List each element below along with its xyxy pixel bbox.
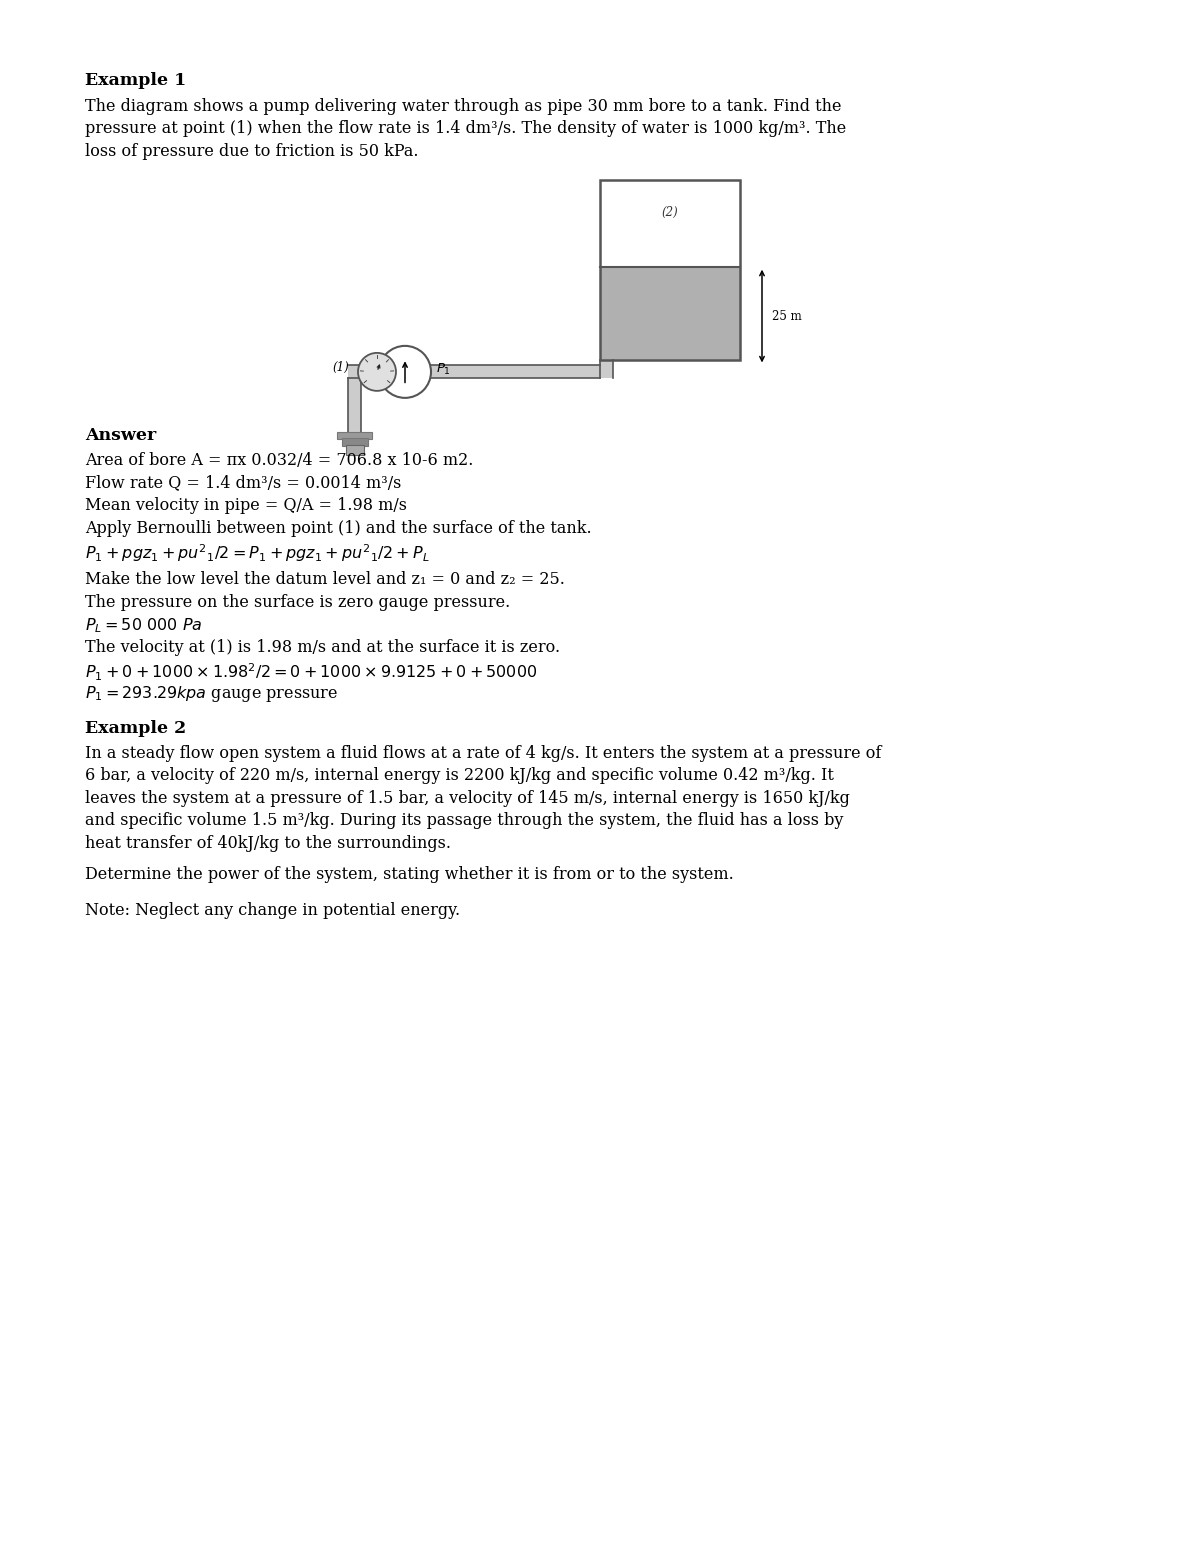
Text: 6 bar, a velocity of 220 m/s, internal energy is 2200 kJ/kg and specific volume : 6 bar, a velocity of 220 m/s, internal e… — [85, 767, 834, 784]
Bar — [600, 180, 740, 267]
Text: and specific volume 1.5 m³/kg. During its passage through the system, the fluid : and specific volume 1.5 m³/kg. During it… — [85, 812, 844, 829]
Text: (2): (2) — [661, 207, 678, 219]
Circle shape — [379, 346, 431, 398]
Text: Make the low level the datum level and z₁ = 0 and z₂ = 25.: Make the low level the datum level and z… — [85, 572, 565, 589]
Text: Apply Bernoulli between point (1) and the surface of the tank.: Apply Bernoulli between point (1) and th… — [85, 520, 592, 537]
Text: leaves the system at a pressure of 1.5 bar, a velocity of 145 m/s, internal ener: leaves the system at a pressure of 1.5 b… — [85, 789, 850, 806]
Text: $P_1$: $P_1$ — [436, 362, 451, 377]
Bar — [348, 365, 379, 379]
Text: Example 2: Example 2 — [85, 721, 186, 736]
Text: Mean velocity in pipe = Q/A = 1.98 m/s: Mean velocity in pipe = Q/A = 1.98 m/s — [85, 497, 407, 514]
Text: Area of bore A = πx 0.032/4 = 706.8 x 10-6 m2.: Area of bore A = πx 0.032/4 = 706.8 x 10… — [85, 452, 473, 469]
Text: The velocity at (1) is 1.98 m/s and at the surface it is zero.: The velocity at (1) is 1.98 m/s and at t… — [85, 638, 560, 655]
Text: In a steady flow open system a fluid flows at a rate of 4 kg/s. It enters the sy: In a steady flow open system a fluid flo… — [85, 744, 881, 761]
Text: $P_1 + pgz_1 + pu^2{}_1/2 = P_1 + pgz_1 + pu^2{}_1/2 + P_L$: $P_1 + pgz_1 + pu^2{}_1/2 = P_1 + pgz_1 … — [85, 542, 430, 564]
Text: Determine the power of the system, stating whether it is from or to the system.: Determine the power of the system, stati… — [85, 867, 733, 884]
Bar — [430, 365, 600, 379]
Text: (1): (1) — [332, 362, 349, 374]
Text: Example 1: Example 1 — [85, 71, 186, 89]
Text: heat transfer of 40kJ/kg to the surroundings.: heat transfer of 40kJ/kg to the surround… — [85, 834, 451, 851]
Text: Answer: Answer — [85, 427, 156, 444]
Bar — [342, 438, 367, 446]
Text: The pressure on the surface is zero gauge pressure.: The pressure on the surface is zero gaug… — [85, 593, 510, 610]
Bar — [346, 446, 364, 455]
Text: Flow rate Q = 1.4 dm³/s = 0.0014 m³/s: Flow rate Q = 1.4 dm³/s = 0.0014 m³/s — [85, 475, 401, 492]
Bar — [337, 432, 372, 439]
Bar — [600, 267, 740, 360]
Text: $P_L = 50\ 000\ Pa$: $P_L = 50\ 000\ Pa$ — [85, 617, 203, 635]
Text: $P_1 + 0 + 1000 \times 1.98^2/2 = 0 + 1000 \times 9.9125 + 0 + 50000$: $P_1 + 0 + 1000 \times 1.98^2/2 = 0 + 10… — [85, 662, 538, 683]
Circle shape — [358, 353, 396, 391]
Text: loss of pressure due to friction is 50 kPa.: loss of pressure due to friction is 50 k… — [85, 143, 419, 160]
Bar — [600, 180, 740, 360]
Text: Note: Neglect any change in potential energy.: Note: Neglect any change in potential en… — [85, 902, 460, 919]
Bar — [600, 360, 613, 379]
Text: 25 m: 25 m — [772, 309, 802, 323]
Text: pressure at point (1) when the flow rate is 1.4 dm³/s. The density of water is 1: pressure at point (1) when the flow rate… — [85, 121, 846, 137]
Text: The diagram shows a pump delivering water through as pipe 30 mm bore to a tank. : The diagram shows a pump delivering wate… — [85, 98, 841, 115]
Bar — [348, 379, 361, 433]
Text: $P_1 = 293.29kpa$ gauge pressure: $P_1 = 293.29kpa$ gauge pressure — [85, 683, 338, 704]
